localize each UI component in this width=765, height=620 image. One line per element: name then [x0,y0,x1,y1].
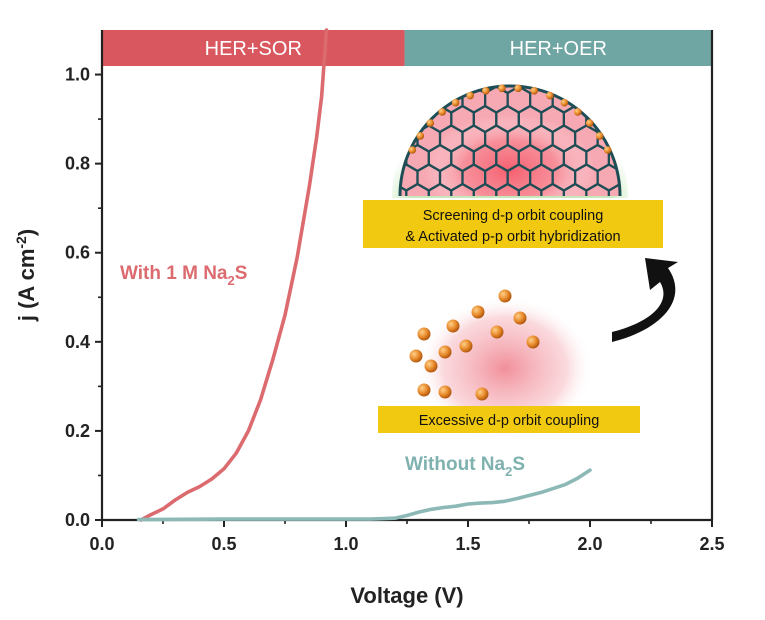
y-tick-label: 0.2 [65,421,90,441]
cage-hexagon [596,86,620,114]
region-band-0 [102,30,405,66]
orange-dot [438,345,452,359]
x-tick-label: 2.0 [577,534,602,554]
orange-dot [530,87,538,95]
orange-dot-cluster [409,289,540,401]
x-tick-label: 2.5 [699,534,724,554]
y-axis-title: j (A cm-2) [13,229,39,322]
orange-dot [408,146,417,154]
x-axis-title: Voltage (V) [350,583,463,608]
y-tick-label: 0.6 [65,243,90,263]
orange-dot [526,335,540,349]
cage-hexagon [643,87,666,113]
cage-hexagon [585,86,611,95]
y-tick-label: 1.0 [65,65,90,85]
orange-dot [574,108,582,116]
annotation-box-bg [363,200,663,248]
orange-dot [471,305,485,319]
orange-dot [438,385,452,399]
orange-dot [513,311,527,325]
orange-dot [475,387,489,401]
orange-dot [451,98,460,107]
orange-dot [438,108,447,116]
orange-dot [595,132,604,140]
orange-dot [498,289,512,303]
orange-dot [459,339,473,353]
orange-dot [514,84,522,93]
orange-dot [417,383,431,397]
annotation-box-bg [378,406,640,433]
cage-hexagon [607,104,620,134]
orange-dot [426,119,435,127]
orange-dot [603,146,612,154]
dome-outline [398,84,622,197]
cage-hexagon [405,86,430,95]
glow-blob [417,296,593,440]
y-tick-label: 0.0 [65,510,90,530]
orange-dot [409,349,423,363]
series-line-1 [136,468,592,522]
cage-hexagon [643,126,666,152]
orange-dot [585,119,594,127]
orange-dot [417,327,431,341]
region-band-1 [404,30,712,66]
axis-ticks: 0.0 0.5 1.0 1.5 2.0 2.5 0.0 0.2 0.4 0.6 0.8 1.0 [65,65,725,554]
series-group [136,28,592,522]
orange-dot [466,91,475,100]
x-tick-label: 0.5 [211,534,236,554]
series-line-0 [139,28,329,522]
cage-hexagon [400,104,408,134]
curved-arrow-icon [612,258,678,342]
screening-coupling-illustration [392,67,666,198]
orange-dot-arc [408,84,612,154]
cage-hexagon [607,86,620,95]
annotation-line-1: Screening d-p orbit coupling [423,208,604,224]
series-label-without-na2s: Without Na2S [405,454,525,479]
x-tick-label: 1.0 [333,534,358,554]
region-label-1: HER+OER [510,38,607,60]
annotation-box-screening: Screening d-p orbit coupling & Activated… [363,200,663,248]
y-tick-label: 0.4 [65,332,90,352]
x-tick-label: 0.0 [89,534,114,554]
series-label-with-na2s: With 1 M Na2S [120,263,247,288]
annotation-line-1: Excessive d-p orbit coupling [419,413,600,429]
cage-hexagon [427,86,453,95]
orange-dot [546,91,554,100]
orange-dot [482,87,490,95]
orange-dot [498,84,506,93]
cage-hexagon [400,86,408,95]
orange-dot [446,319,460,333]
excessive-coupling-illustration [409,289,593,440]
cage-hexagon [562,86,588,95]
cage-hexagon [631,67,654,93]
region-bands: HER+SOR HER+OER [102,30,712,66]
cage-hexagon [607,182,620,196]
annotation-line-2: & Activated p-p orbit hybridization [405,229,620,245]
cage-hexagon [643,165,666,191]
cage-hexagon [619,86,620,114]
cage-hexagon [619,124,620,153]
orange-dot [416,132,425,140]
cage-hexagon [400,86,419,114]
orange-dot [490,325,504,339]
cage-hexagon [631,106,654,132]
x-tick-label: 1.5 [455,534,480,554]
orange-dot [560,98,569,107]
cage-hexagon [631,145,654,171]
region-label-0: HER+SOR [205,38,302,60]
y-tick-label: 0.8 [65,154,90,174]
orange-dot [424,359,438,373]
annotation-box-excessive: Excessive d-p orbit coupling [378,406,640,433]
